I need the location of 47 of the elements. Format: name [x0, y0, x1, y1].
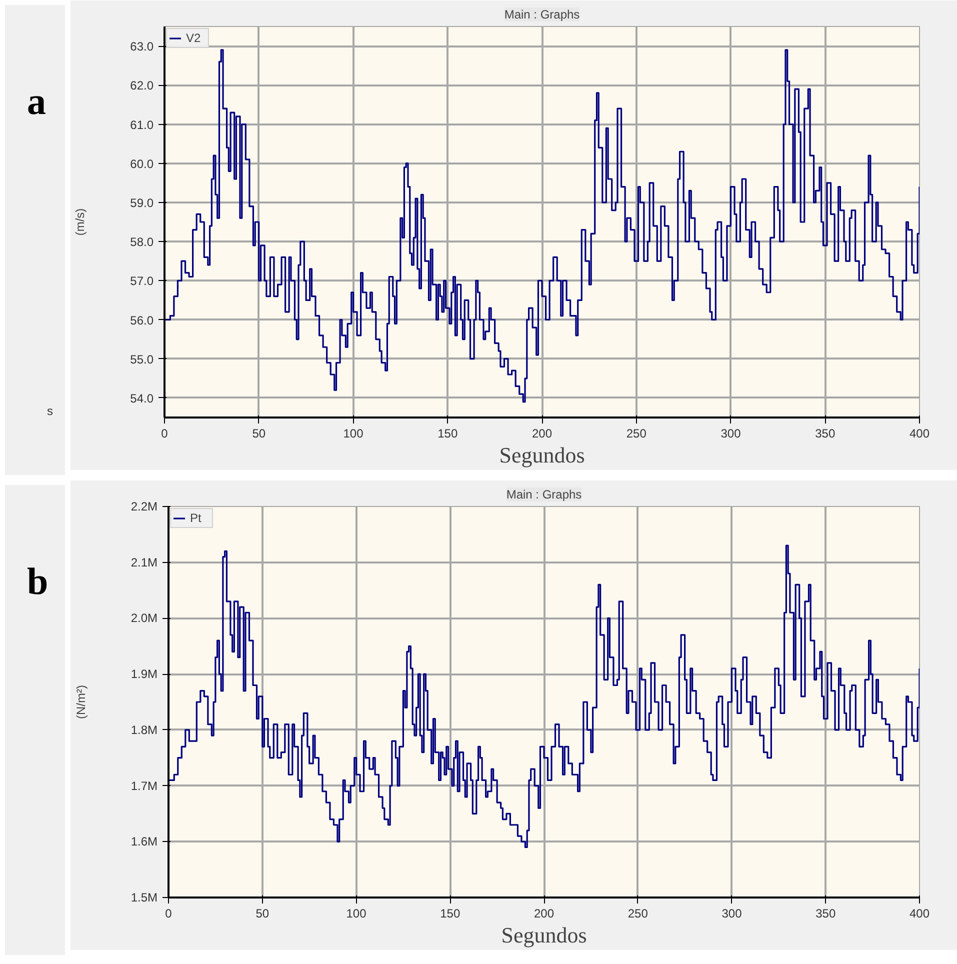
x-tick-label: 400 [909, 426, 930, 440]
x-tick-label: 200 [532, 426, 552, 440]
chart-title: Main : Graphs [504, 8, 580, 22]
text: s [47, 403, 53, 420]
x-tick-label: 400 [909, 906, 930, 920]
x-tick-label: 150 [438, 426, 458, 440]
legend-label: Pt [190, 511, 202, 525]
text: a [27, 80, 46, 125]
x-tick-label: 350 [816, 906, 836, 920]
text: b [27, 560, 48, 605]
legend-label: V2 [186, 31, 202, 45]
x-tick-label: 0 [165, 906, 172, 920]
y-axis-title: (N/m²) [74, 685, 88, 719]
x-tick-label: 50 [256, 906, 270, 920]
y-tick-label: 1.7M [130, 778, 158, 793]
chart-title: Main : Graphs [506, 488, 582, 502]
x-tick-label: 0 [161, 426, 168, 440]
x-tick-label: 200 [534, 906, 554, 920]
y-tick-label: 63.0 [130, 40, 154, 54]
y-tick-label: 61.0 [130, 118, 154, 132]
y-tick-label: 2.0M [130, 611, 158, 626]
y-tick-label: 54.0 [130, 391, 154, 406]
x-axis-title: Segundos [499, 442, 585, 468]
x-tick-label: 250 [626, 426, 647, 440]
x-tick-label: 250 [628, 906, 648, 920]
x-tick-label: 350 [815, 426, 836, 440]
y-tick-label: 2.2M [130, 500, 158, 514]
x-tick-label: 150 [440, 906, 460, 920]
y-tick-label: 58.0 [130, 235, 154, 250]
x-tick-label: 100 [346, 906, 367, 920]
y-tick-label: 57.0 [130, 274, 154, 288]
y-axis-title: (m/s) [73, 208, 88, 236]
x-tick-label: 300 [722, 906, 742, 920]
y-tick-label: 1.9M [130, 667, 158, 682]
y-tick-label: 62.0 [130, 78, 154, 93]
y-tick-label: 1.5M [130, 890, 158, 904]
x-tick-label: 100 [343, 426, 364, 440]
y-tick-label: 56.0 [130, 313, 154, 328]
x-tick-label: 50 [252, 426, 266, 440]
y-tick-label: 55.0 [130, 352, 154, 366]
y-tick-label: 60.0 [130, 156, 154, 171]
y-tick-label: 1.8M [130, 722, 158, 737]
x-axis-title: Segundos [501, 922, 587, 948]
y-tick-label: 1.6M [130, 834, 158, 849]
x-tick-label: 300 [720, 426, 742, 440]
y-tick-label: 59.0 [130, 196, 154, 210]
y-tick-label: 2.1M [130, 555, 158, 570]
